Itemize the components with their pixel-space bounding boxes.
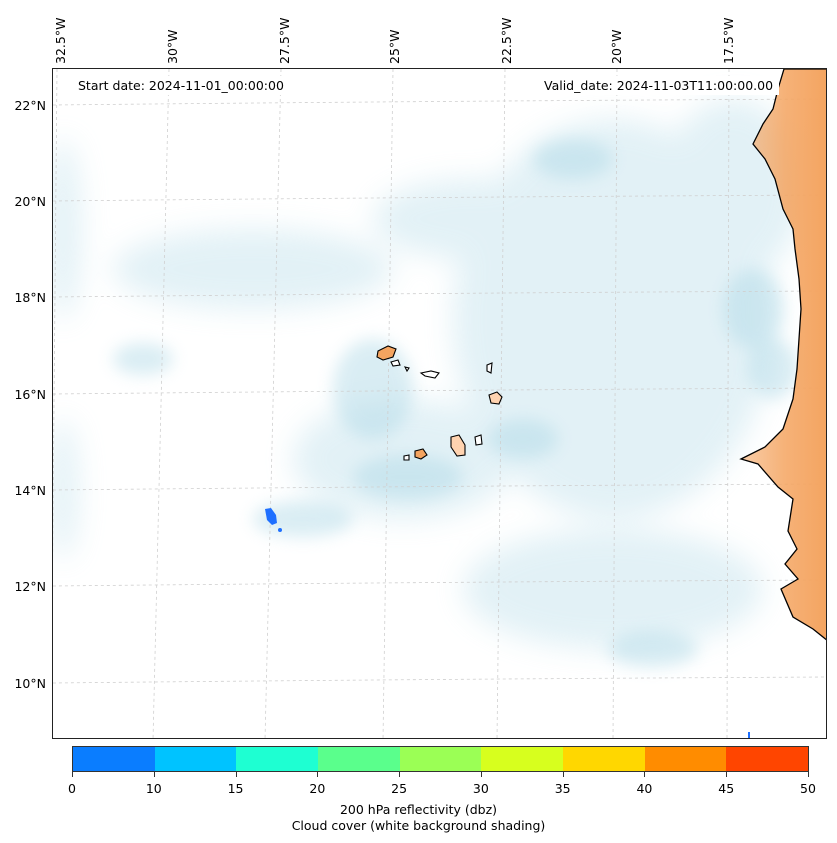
valid-date-label: Valid_date: 2024-11-03T11:00:00.00 — [538, 76, 780, 95]
colorbar-tickmark — [399, 772, 401, 777]
colorbar-segment — [481, 747, 564, 771]
colorbar-tick-label: 15 — [227, 781, 244, 796]
colorbar-segment — [73, 747, 155, 771]
colorbar-segment — [236, 747, 319, 771]
cape-verde-islands — [376, 345, 503, 461]
lon-label-17-5w: 17.5°W — [721, 17, 736, 64]
colorbar-segment — [154, 747, 237, 771]
map-panel — [52, 68, 827, 739]
colorbar-tickmark — [72, 772, 73, 777]
colorbar-tickmark — [480, 772, 482, 777]
echo-cell-west — [265, 508, 277, 525]
lon-label-32-5w: 32.5°W — [53, 17, 68, 64]
colorbar-segment — [563, 747, 645, 771]
lat-label-16n: 16°N — [14, 387, 46, 402]
colorbar-tick-label: 30 — [472, 781, 489, 796]
lat-label-10n: 10°N — [14, 676, 46, 691]
lon-label-25w: 25°W — [387, 29, 402, 64]
island-santo-antao — [376, 345, 397, 361]
cloud-cover-layer — [53, 99, 803, 667]
colorbar-tickmark — [644, 772, 646, 777]
africa-landmass — [739, 69, 826, 641]
lat-label-18n: 18°N — [14, 290, 46, 305]
echo-cell-south — [748, 732, 750, 738]
colorbar-tickmark — [726, 772, 728, 777]
island-sao-vicente — [390, 359, 401, 367]
colorbar-tick-label: 25 — [391, 781, 408, 796]
lon-label-27-5w: 27.5°W — [277, 17, 292, 64]
colorbar-tickmark — [562, 772, 564, 777]
colorbar-sublabel: Cloud cover (white background shading) — [291, 818, 546, 833]
island-santa-luzia — [403, 366, 410, 373]
colorbar-tick-label: 0 — [68, 781, 76, 796]
colorbar-label: 200 hPa reflectivity (dbz) — [339, 802, 498, 817]
colorbar-tick-label: 10 — [145, 781, 162, 796]
reflectivity-colorbar — [72, 746, 809, 772]
colorbar-tick-label: 35 — [554, 781, 571, 796]
colorbar-tick-label: 45 — [718, 781, 735, 796]
colorbar-tickmark — [317, 772, 319, 777]
island-fogo — [414, 448, 428, 460]
lon-label-22-5w: 22.5°W — [499, 17, 514, 64]
colorbar-segment — [399, 747, 482, 771]
colorbar-tickmark — [235, 772, 237, 777]
lat-label-22n: 22°N — [14, 98, 46, 113]
colorbar-segment — [318, 747, 400, 771]
colorbar-tick-label: 20 — [309, 781, 326, 796]
lat-label-14n: 14°N — [14, 483, 46, 498]
lon-label-30w: 30°W — [165, 29, 180, 64]
lat-label-20n: 20°N — [14, 194, 46, 209]
lon-label-20w: 20°W — [609, 29, 624, 64]
map-canvas — [53, 69, 826, 738]
island-boa-vista — [488, 391, 503, 405]
start-date-label: Start date: 2024-11-01_00:00:00 — [72, 76, 290, 95]
colorbar-segment — [644, 747, 727, 771]
colorbar-segment — [726, 747, 809, 771]
colorbar-tick-label: 50 — [800, 781, 816, 796]
island-maio — [474, 434, 483, 446]
island-brava — [403, 454, 410, 461]
island-santiago — [450, 434, 466, 457]
island-sao-nicolau — [419, 370, 440, 379]
lat-label-12n: 12°N — [14, 579, 46, 594]
colorbar-tick-label: 40 — [636, 781, 653, 796]
colorbar-tickmark — [808, 772, 809, 777]
graticule — [53, 69, 826, 738]
echo-cell-small — [278, 528, 282, 532]
reflectivity-echoes — [265, 508, 750, 738]
island-sal — [486, 362, 493, 374]
colorbar-tickmark — [153, 772, 155, 777]
